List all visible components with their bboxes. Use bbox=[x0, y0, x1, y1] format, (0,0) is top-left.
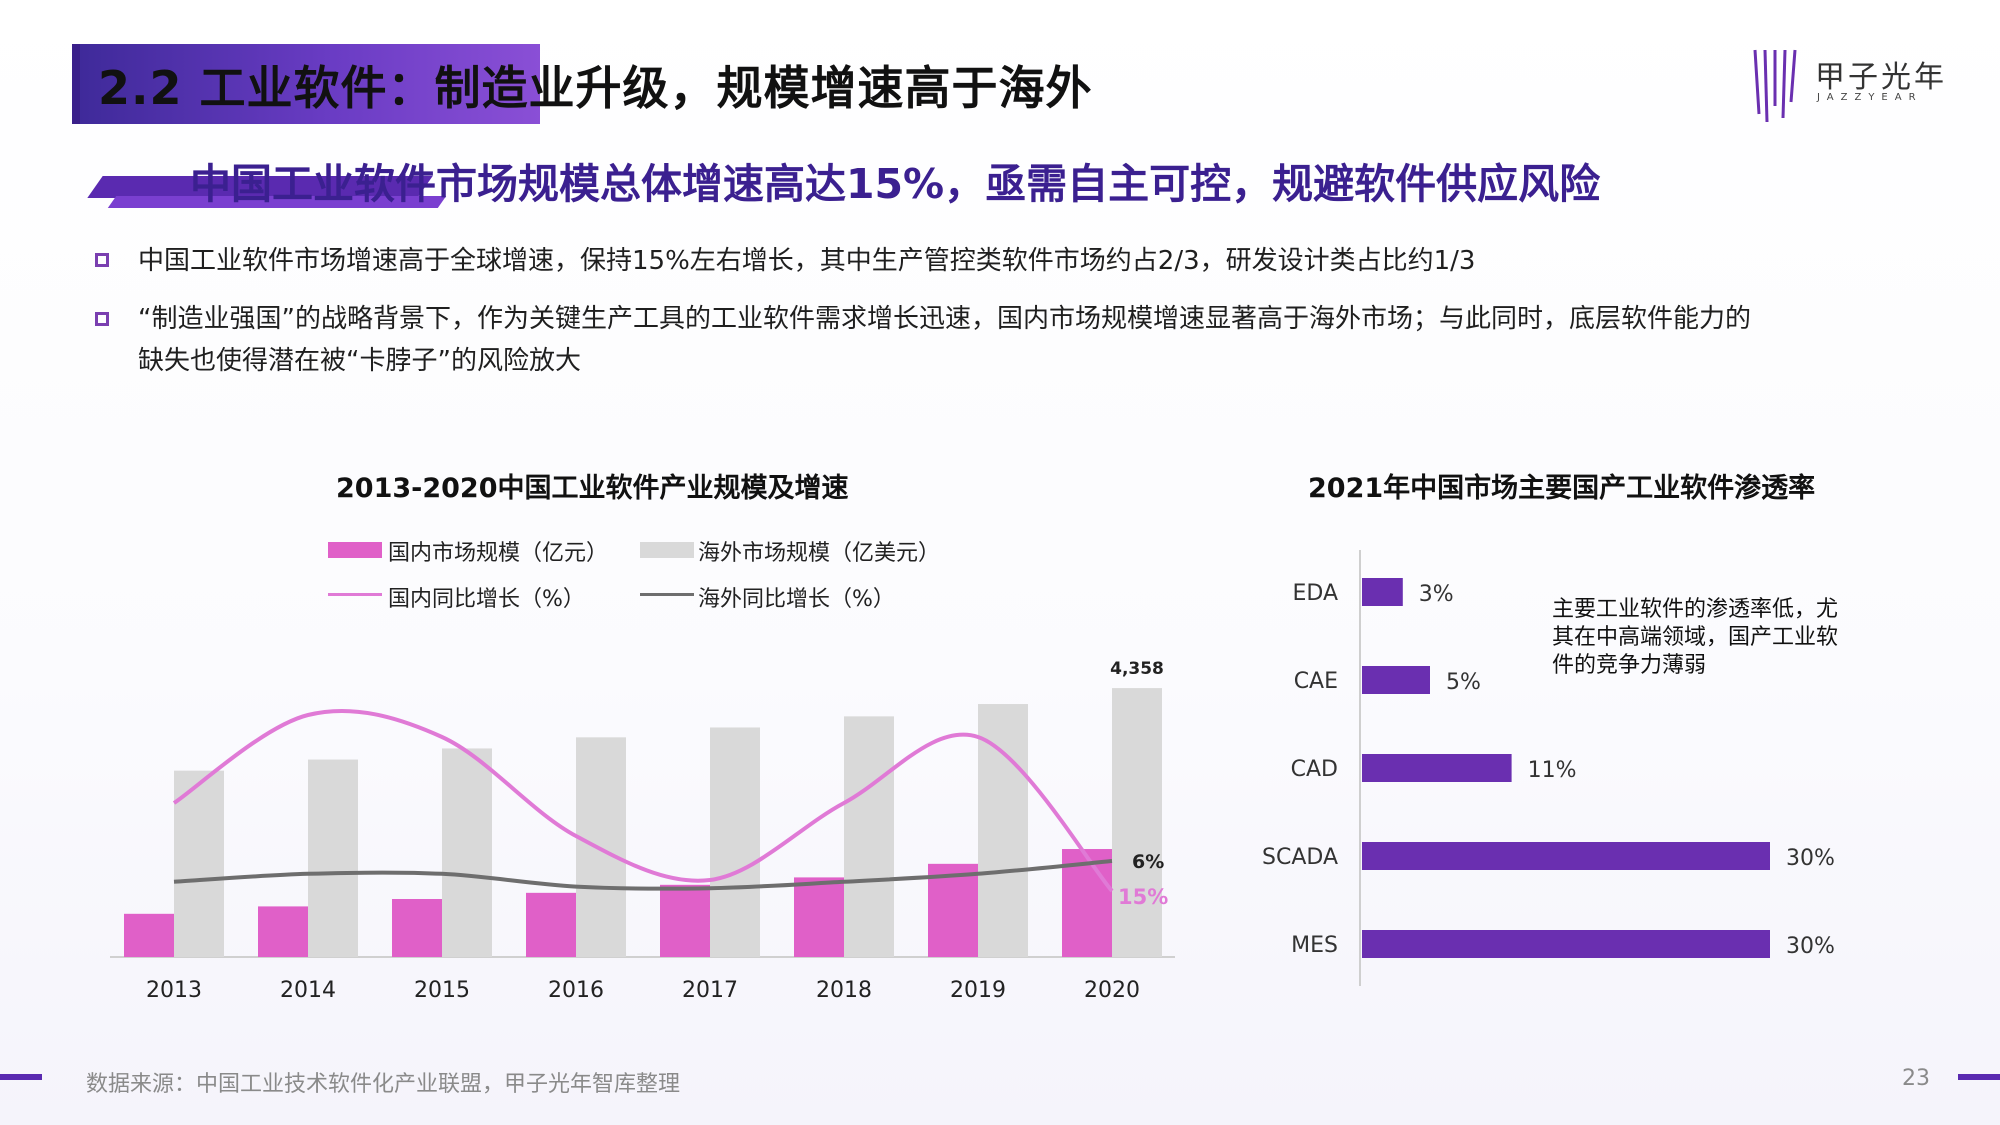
bullet-text-2: “制造业强国”的战略背景下，作为关键生产工具的工业软件需求增长迅速，国内市场规模… bbox=[138, 304, 1751, 334]
x-tick-2015: 2015 bbox=[414, 978, 470, 1003]
footer-accent-left bbox=[0, 1074, 42, 1080]
bar-domestic-2019 bbox=[928, 863, 978, 957]
brand-logo bbox=[1745, 44, 1945, 124]
data-label-domestic-growth-2020: 15% bbox=[1118, 885, 1168, 909]
bar-domestic-2016 bbox=[526, 892, 576, 957]
bar-domestic-2015 bbox=[392, 899, 442, 957]
value-label-EDA: 3% bbox=[1419, 582, 1454, 607]
line-overseas-growth bbox=[173, 859, 1113, 891]
legend-line-domestic bbox=[328, 593, 382, 596]
value-label-CAE: 5% bbox=[1446, 670, 1481, 695]
bar-overseas-2013 bbox=[174, 770, 224, 957]
line-domestic-growth bbox=[172, 708, 1114, 893]
bullet-text-2-cont: 缺失也使得潜在被“卡脖子”的风险放大 bbox=[138, 346, 581, 376]
value-label-MES: 30% bbox=[1786, 934, 1835, 959]
bullet-text-1: 中国工业软件市场增速高于全球增速，保持15%左右增长，其中生产管控类软件市场约占… bbox=[138, 246, 1476, 276]
category-label-MES: MES bbox=[1291, 933, 1338, 958]
bar-penetration-CAD bbox=[1362, 754, 1512, 782]
x-tick-2013: 2013 bbox=[146, 978, 202, 1003]
page-title: 2.2 工业软件：制造业升级，规模增速高于海外 bbox=[98, 61, 1093, 115]
chart2-title: 2021年中国市场主要国产工业软件渗透率 bbox=[1308, 473, 1816, 504]
bar-domestic-2014 bbox=[258, 906, 308, 957]
footer-accent-right bbox=[1958, 1074, 2000, 1080]
bar-overseas-2014 bbox=[308, 759, 358, 957]
bullet-marker bbox=[95, 253, 109, 267]
brand-name: 甲子光年 bbox=[1815, 60, 1947, 95]
legend-overseas-scale: 海外市场规模（亿美元） bbox=[698, 541, 941, 566]
bar-overseas-2019 bbox=[978, 704, 1028, 957]
x-tick-2014: 2014 bbox=[280, 978, 336, 1003]
category-label-CAE: CAE bbox=[1294, 669, 1338, 694]
data-label-overseas-2020: 4,358 bbox=[1110, 659, 1164, 679]
data-source: 数据来源：中国工业技术软件化产业联盟，甲子光年智库整理 bbox=[86, 1072, 681, 1097]
legend-swatch-overseas bbox=[640, 542, 694, 558]
bar-overseas-2020 bbox=[1112, 688, 1162, 957]
brand-logo-icon bbox=[1753, 49, 1797, 123]
legend-domestic-scale: 国内市场规模（亿元） bbox=[388, 541, 609, 566]
legend-domestic-growth: 国内同比增长（%） bbox=[388, 587, 585, 612]
bar-overseas-2018 bbox=[844, 716, 894, 957]
chart1-title: 2013-2020中国工业软件产业规模及增速 bbox=[336, 473, 849, 504]
legend-overseas-growth: 海外同比增长（%） bbox=[698, 587, 895, 612]
bar-overseas-2015 bbox=[442, 748, 492, 957]
bar-domestic-2017 bbox=[660, 884, 710, 957]
chart2-plot: EDA 3% CAE 5% CAD 11% SCADA 30% MES 30% bbox=[1262, 550, 1835, 986]
title-banner bbox=[72, 44, 540, 124]
bullet-marker bbox=[95, 312, 109, 326]
x-tick-2017: 2017 bbox=[682, 978, 738, 1003]
category-label-SCADA: SCADA bbox=[1262, 845, 1338, 870]
page-number: 23 bbox=[1902, 1066, 1930, 1091]
category-label-EDA: EDA bbox=[1292, 581, 1338, 606]
section-subtitle: 中国工业软件市场规模总体增速高达15%，亟需自主可控，规避软件供应风险 bbox=[190, 160, 1601, 208]
legend-swatch-domestic bbox=[328, 542, 382, 558]
bar-domestic-2013 bbox=[124, 913, 174, 957]
x-tick-2016: 2016 bbox=[548, 978, 604, 1003]
x-tick-2018: 2018 bbox=[816, 978, 872, 1003]
bar-penetration-EDA bbox=[1362, 578, 1403, 606]
value-label-SCADA: 30% bbox=[1786, 846, 1835, 871]
legend-line-overseas bbox=[640, 593, 694, 596]
bar-domestic-2018 bbox=[794, 877, 844, 957]
bar-penetration-CAE bbox=[1362, 666, 1430, 694]
bar-overseas-2017 bbox=[710, 727, 760, 957]
chart2-annotation: 主要工业软件的渗透率低，尤其在中高端领域，国产工业软件的竞争力薄弱 bbox=[1552, 597, 1839, 678]
data-label-overseas-growth-2020: 6% bbox=[1132, 851, 1164, 873]
chart1-plot: 2013 2014 2015 2016 2017 2018 2019 2020 4,358 15%… bbox=[110, 659, 1175, 1003]
bar-penetration-MES bbox=[1362, 930, 1770, 958]
category-label-CAD: CAD bbox=[1291, 757, 1338, 782]
x-tick-2020: 2020 bbox=[1084, 978, 1140, 1003]
brand-subtitle: JAZZYEAR bbox=[1817, 92, 1923, 103]
bar-penetration-SCADA bbox=[1362, 842, 1770, 870]
value-label-CAD: 11% bbox=[1528, 758, 1577, 783]
x-tick-2019: 2019 bbox=[950, 978, 1006, 1003]
